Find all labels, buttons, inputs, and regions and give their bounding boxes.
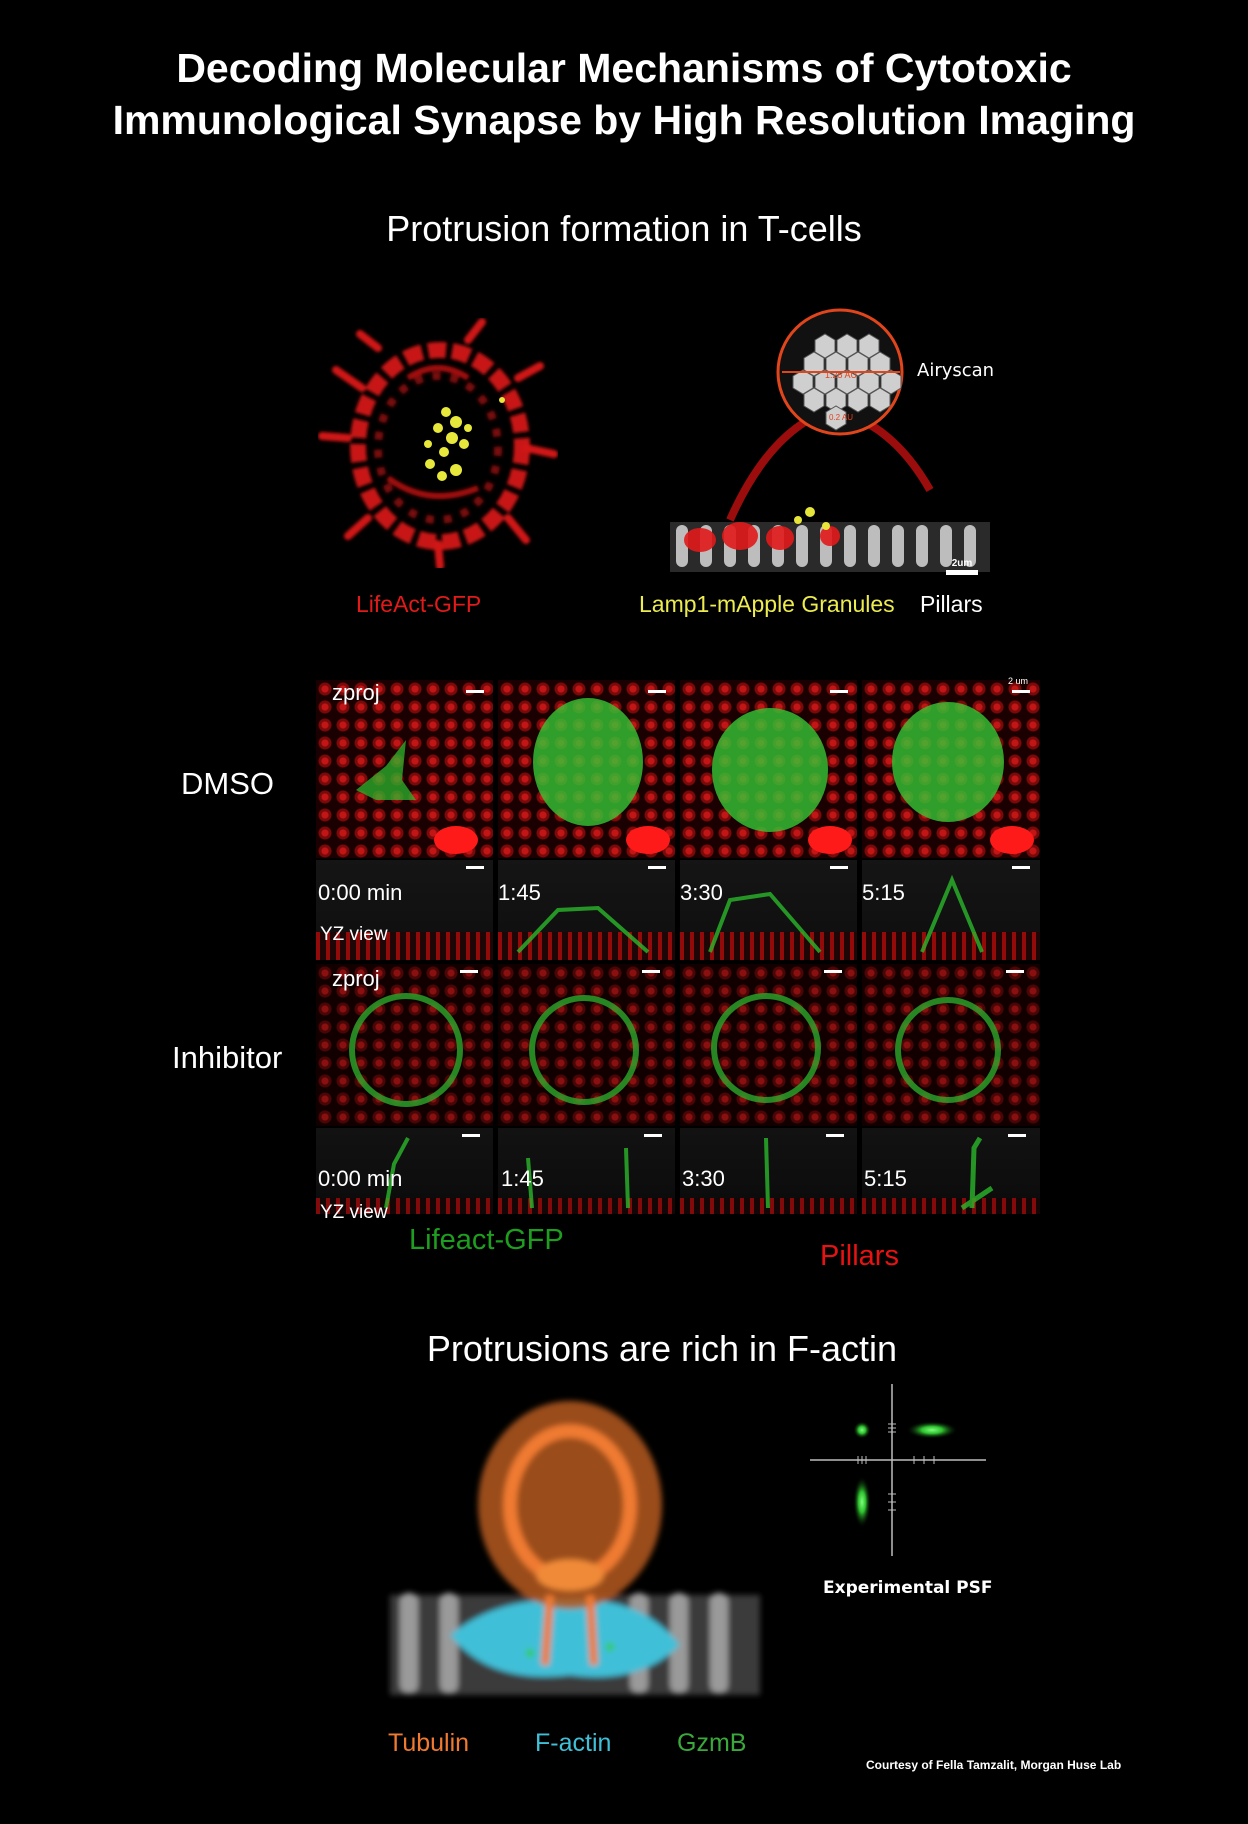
scale-label-top: 2um [952,558,973,569]
section3-heading: Protrusions are rich in F-actin [426,1328,898,1369]
row-label-inhibitor: Inhibitor [172,1040,283,1075]
dmso-zproj-panel-3 [680,680,857,858]
scalebar [826,1134,844,1137]
time-label-dmso-3: 3:30 [680,880,723,905]
zproj-label-inhibitor: zproj [332,966,380,991]
airyscan-detector-diagram: 1.25 AU 0.2 AU [776,308,904,436]
scalebar [648,866,666,869]
dmso-zproj-panel-1 [316,680,493,858]
lifeact-cell-image [318,318,558,568]
inhibitor-zproj-panel-2 [498,964,675,1126]
page-title-line1: Decoding Molecular Mechanisms of Cytotox… [176,45,1072,91]
scalebar [830,690,848,693]
label-lamp1-granules: Lamp1-mApple Granules [639,591,895,617]
time-label-dmso-1: 0:00 min [318,880,403,905]
inhibitor-yz-panel-2 [498,1128,675,1214]
label-tubulin: Tubulin [388,1729,470,1757]
time-label-inhibitor-3: 3:30 [682,1166,725,1191]
inhibitor-yz-panel-3 [680,1128,857,1214]
scalebar [1006,970,1024,973]
dmso-yz-panels: 0:00 min 1:45 3:30 5:15 YZ view [316,860,1040,960]
scalebar [1012,690,1030,693]
dmso-yz-panel-1 [316,860,493,960]
scalebar [830,866,848,869]
inhibitor-yz-panel-1 [316,1128,493,1214]
scalebar [462,1134,480,1137]
time-label-dmso-2: 1:45 [498,880,541,905]
credit-text: Courtesy of Fella Tamzalit, Morgan Huse … [866,1758,1122,1772]
experimental-psf-image [810,1384,986,1556]
inhibitor-yz-panels: 0:00 min 1:45 3:30 5:15 YZ view [316,1128,1040,1223]
yz-view-label-inhibitor: YZ view [320,1202,388,1223]
scalebar [460,970,478,973]
row-label-dmso: DMSO [181,766,274,801]
label-gzmb: GzmB [677,1729,747,1757]
scalebar [1008,1134,1026,1137]
time-label-inhibitor-1: 0:00 min [318,1166,403,1191]
dmso-yz-panel-2 [498,860,675,960]
zproj-label-dmso: zproj [332,680,380,705]
scalebar [824,970,842,973]
section1-heading: Protrusion formation in T-cells [386,208,862,249]
inhibitor-yz-panel-4 [862,1128,1040,1214]
legend-pillars: Pillars [820,1240,899,1272]
scalebar [466,690,484,693]
psf-label: Experimental PSF [823,1578,993,1598]
granules [424,397,505,481]
scalebar [466,866,484,869]
inhibitor-zproj-panel-4 [862,964,1040,1126]
dmso-yz-panel-3 [680,860,857,960]
airyscan-label: Airyscan [917,360,995,381]
legend-lifeact-gfp: Lifeact-GFP [409,1224,564,1256]
label-lifeact-gfp: LifeAct-GFP [356,591,482,617]
time-label-inhibitor-2: 1:45 [501,1166,544,1191]
factin-3d-render-image [390,1401,760,1695]
inhibitor-zproj-panel-3 [680,964,857,1126]
dmso-zproj-panel-4 [862,680,1040,858]
label-factin: F-actin [535,1729,612,1757]
yz-view-label-dmso: YZ view [320,924,388,945]
scalebar [1012,866,1030,869]
airyscan-ring-label: 1.25 AU [825,370,857,380]
label-pillars-top: Pillars [920,591,983,617]
inhibitor-zproj-panel-1 [316,964,493,1126]
airyscan-detector-label: 0.2 AU [829,413,853,422]
scalebar [644,1134,662,1137]
scale-label-2um: 2 um [1008,676,1029,686]
dmso-yz-panel-4 [862,860,1040,960]
airyscan-side-view-image: 1.25 AU 0.2 AU 2um [670,308,990,575]
scalebar [648,690,666,693]
page-title-line2: Immunological Synapse by High Resolution… [112,97,1136,143]
time-label-inhibitor-4: 5:15 [864,1166,907,1191]
dmso-zproj-panels: 2 um zproj [316,676,1040,858]
inhibitor-zproj-panels: zproj [316,964,1040,1126]
dmso-zproj-panel-2 [498,680,675,858]
time-label-dmso-4: 5:15 [862,880,905,905]
scalebar [642,970,660,973]
